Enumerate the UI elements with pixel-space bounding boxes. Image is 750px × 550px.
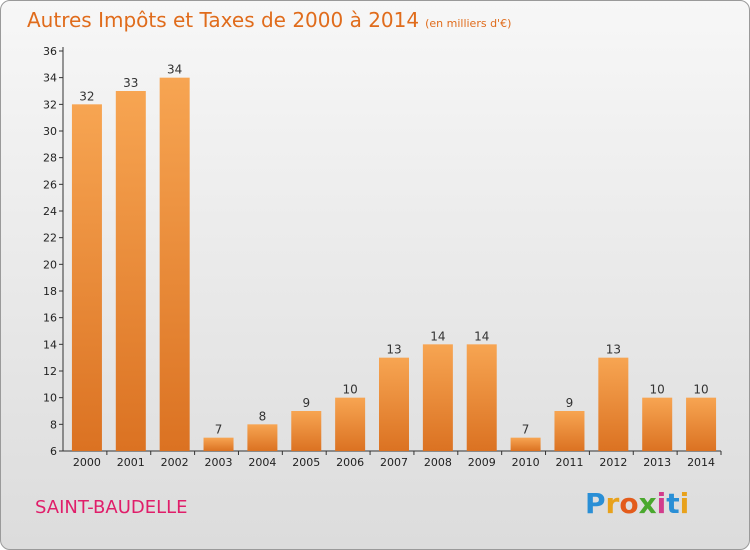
bar-2003 [203,437,234,451]
y-tick-label: 22 [43,232,57,245]
bar-2007 [379,357,409,451]
value-label-2005: 9 [302,396,310,410]
chart-title-text: Autres Impôts et Taxes de 2000 à 2014 [27,8,420,32]
x-tick-label: 2010 [512,456,540,469]
logo-letter: x [638,487,657,520]
value-label-2014: 10 [693,383,708,397]
value-label-2007: 13 [386,343,401,357]
y-tick-label: 10 [43,392,57,405]
x-tick-label: 2014 [687,456,715,469]
logo-letter: i [656,487,667,520]
bar-2013 [642,397,673,451]
x-tick-label: 2008 [424,456,452,469]
bar-2001 [115,91,146,451]
proxiti-logo: Proxiti [585,487,689,520]
value-label-2013: 10 [650,383,665,397]
value-label-2003: 7 [215,423,223,437]
logo-letter: r [605,487,620,520]
bar-2010 [510,437,541,451]
y-tick-label: 8 [50,418,57,431]
logo-letter: t [666,487,680,520]
x-tick-label: 2004 [248,456,276,469]
bar-2006 [335,397,366,451]
bars [71,77,717,452]
value-label-2012: 13 [606,343,621,357]
value-label-2006: 10 [342,383,357,397]
x-tick-label: 2009 [468,456,496,469]
y-tick-label: 14 [43,338,57,351]
bar-2011 [554,411,585,451]
x-tick-label: 2005 [292,456,320,469]
y-tick-label: 20 [43,258,57,271]
x-tick-label: 2007 [380,456,408,469]
y-tick-label: 12 [43,365,57,378]
y-tick-label: 32 [43,98,57,111]
value-label-2010: 7 [522,423,530,437]
bar-2002 [159,77,190,452]
value-label-2008: 14 [430,329,445,343]
bar-2004 [247,424,278,451]
logo-letter: o [619,487,639,520]
axes: 6 8 10 12 14 16 18 20 22 24 26 28 30 32 34 36 2000 2001 20… [43,45,722,469]
y-tick-label: 6 [50,445,57,458]
value-label-2004: 8 [259,409,267,423]
y-tick-label: 30 [43,125,57,138]
value-label-2009: 14 [474,329,489,343]
y-tick-label: 36 [43,45,57,58]
bar-2008 [422,344,453,451]
commune-name: SAINT-BAUDELLE [35,497,188,518]
x-tick-label: 2012 [599,456,627,469]
logo-letter: i [679,487,690,520]
chart-subtitle: (en milliers d'€) [425,17,512,30]
x-tick-label: 2006 [336,456,364,469]
value-label-2011: 9 [566,396,574,410]
y-tick-label: 24 [43,205,57,218]
y-tick-label: 28 [43,152,57,165]
value-label-2002: 34 [167,63,182,77]
bar-2012 [598,357,629,451]
value-label-2000: 32 [79,89,94,103]
x-tick-label: 2003 [205,456,233,469]
x-tick-label: 2013 [643,456,671,469]
bar-2000 [71,104,102,451]
x-tick-label: 2002 [161,456,189,469]
x-tick-label: 2000 [73,456,101,469]
bar-2009 [466,344,497,451]
bar-2005 [291,411,322,451]
y-tick-label: 26 [43,178,57,191]
x-tick-label: 2011 [555,456,583,469]
y-tick-label: 34 [43,72,57,85]
y-tick-label: 18 [43,285,57,298]
x-tick-label: 2001 [117,456,145,469]
data-labels: 32 33 34 7 8 9 10 13 14 14 7 9 13 10 10 [79,63,708,437]
value-label-2001: 33 [123,76,138,90]
logo-letter: P [585,487,606,520]
chart-title: Autres Impôts et Taxes de 2000 à 2014 (en… [27,8,511,32]
y-tick-label: 16 [43,312,57,325]
bar-2014 [686,397,717,451]
